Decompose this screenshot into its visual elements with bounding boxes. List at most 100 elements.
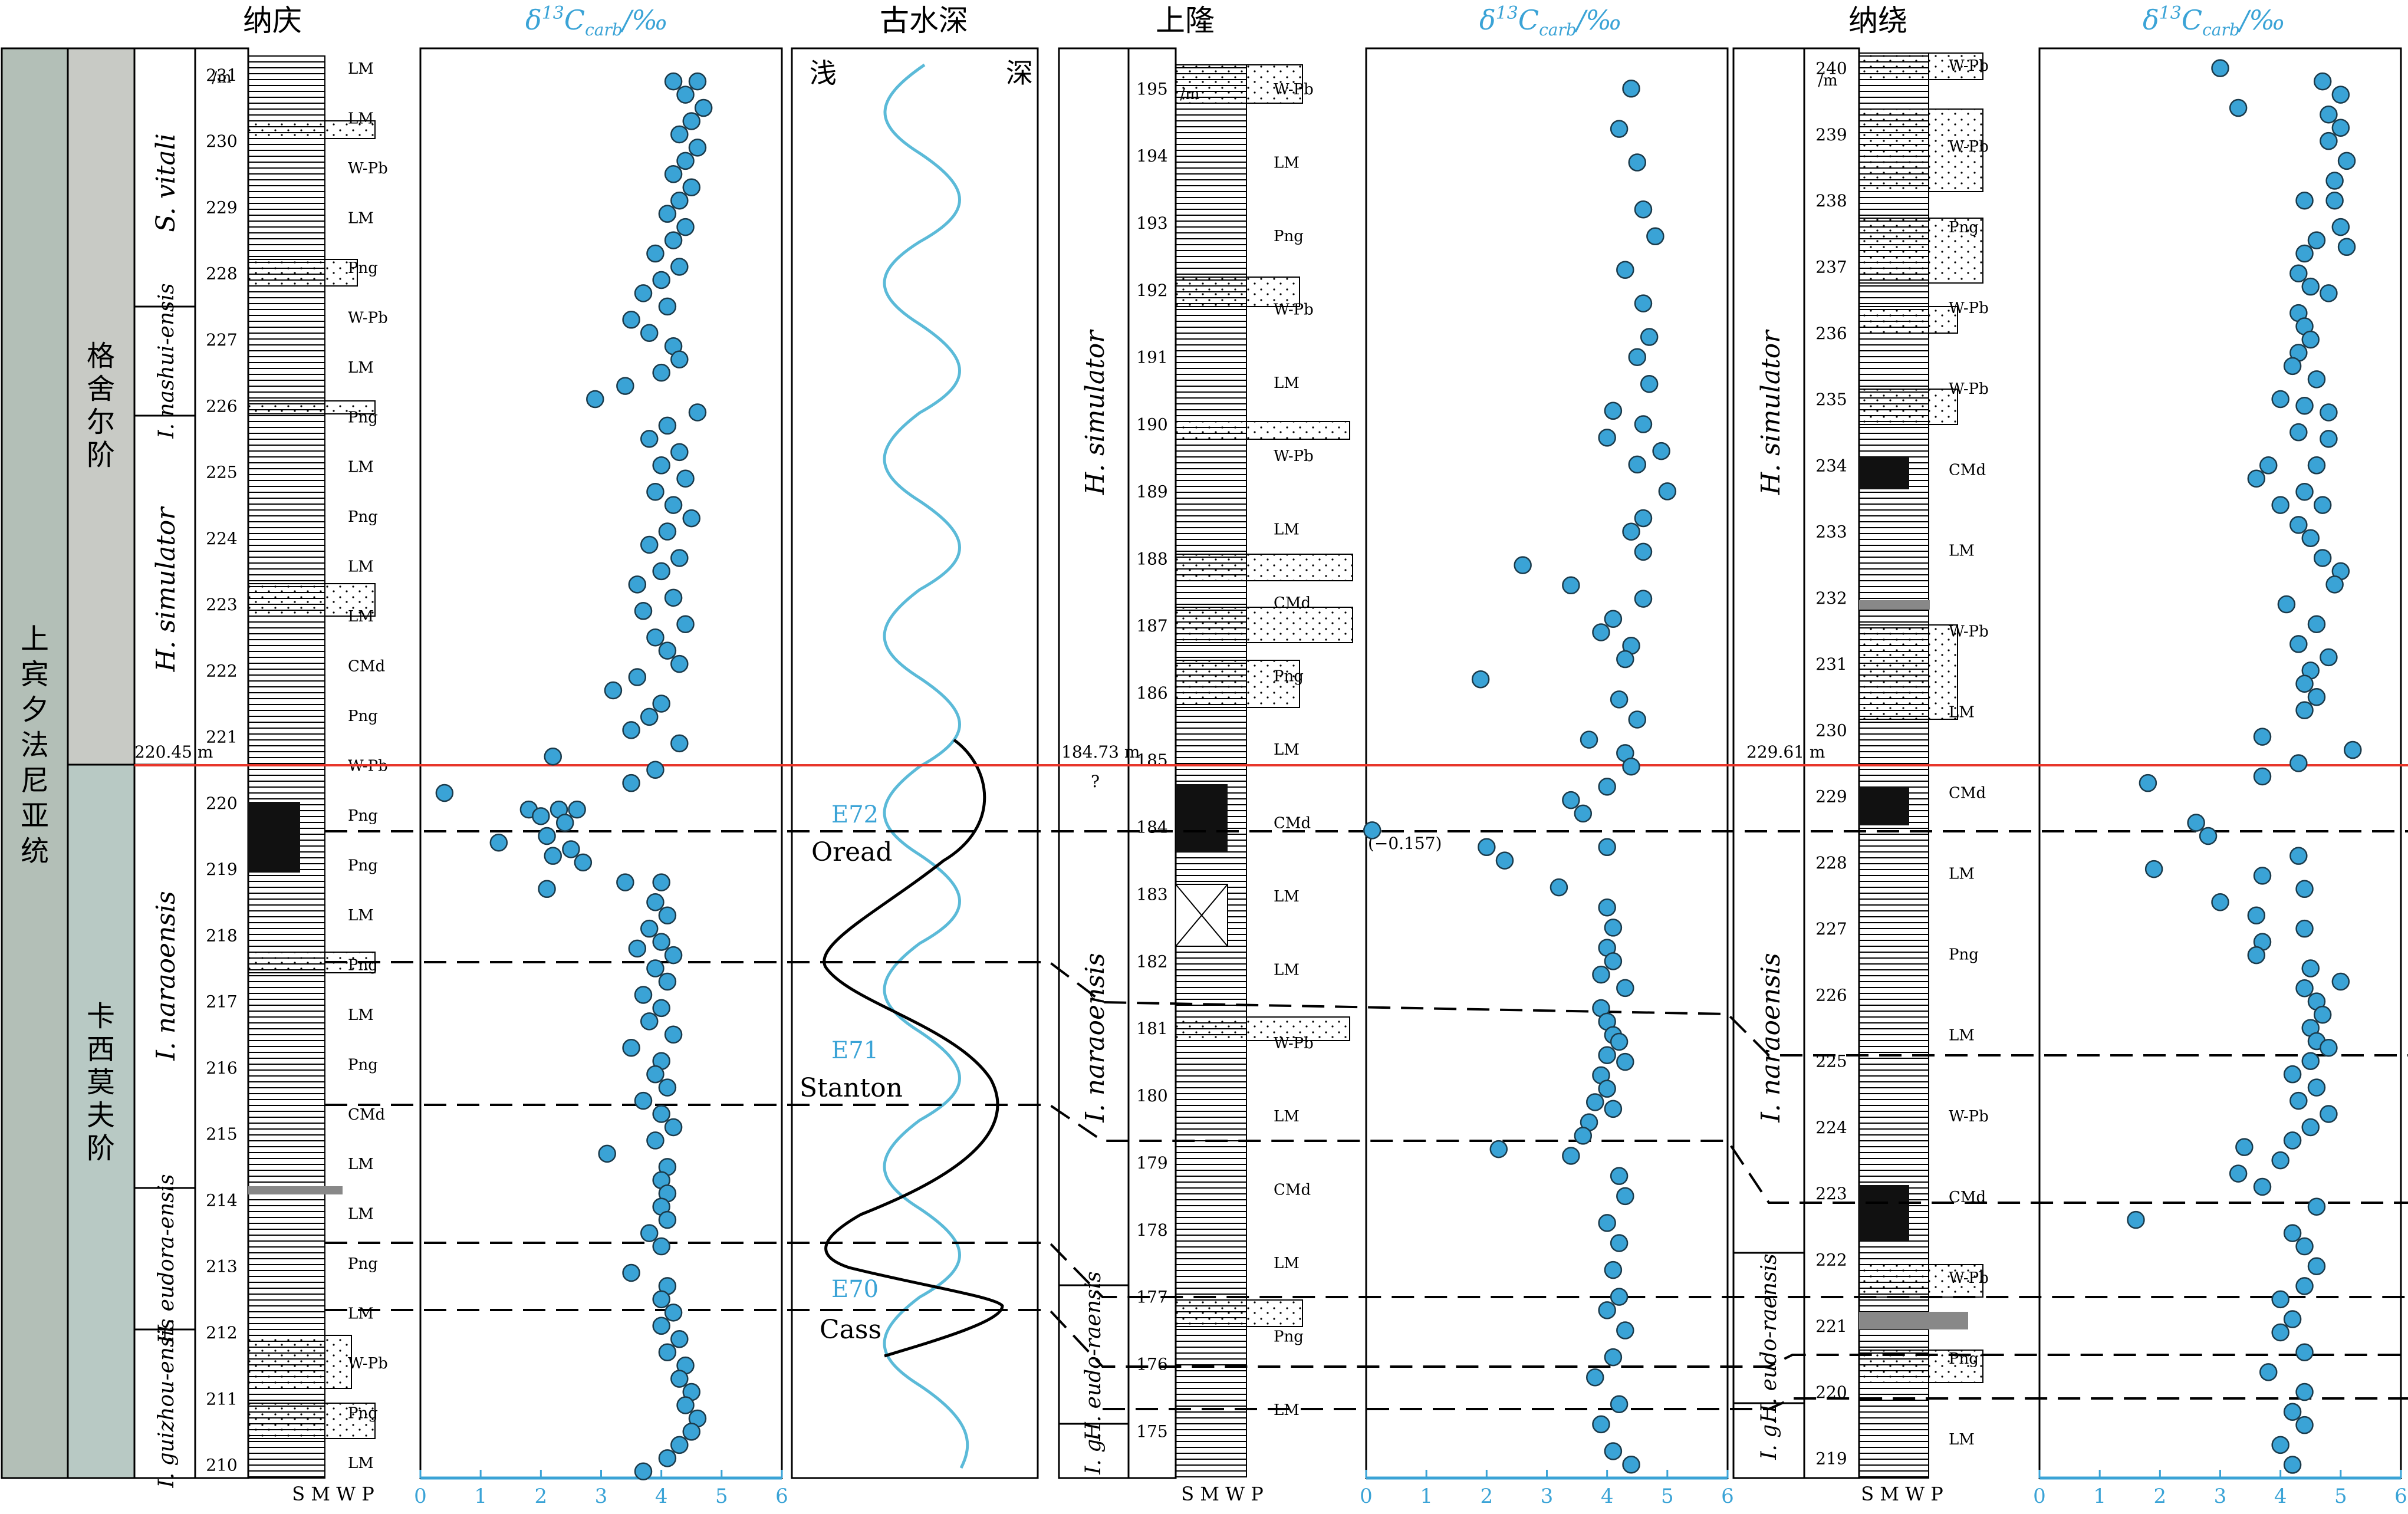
depth-tick-label: 180 (1136, 1086, 1167, 1105)
depth-tick-label: 219 (206, 860, 237, 879)
data-point (2283, 1131, 2302, 1150)
data-point (634, 1091, 653, 1110)
x-tick-label: 3 (595, 1485, 608, 1508)
data-point (2295, 482, 2314, 501)
lithology-label: Png (1949, 1350, 1979, 1368)
data-point (2301, 529, 2320, 548)
depth-tick-label: 228 (1815, 853, 1847, 873)
depth-tick-label: 179 (1136, 1153, 1167, 1173)
data-point (664, 946, 683, 965)
shanglong-zone-column (1058, 47, 1130, 1479)
boundary-label-narao: 229.61 m (1746, 742, 1825, 762)
outlier-label: (−0.157) (1368, 834, 1442, 853)
data-point (538, 880, 556, 898)
x-tick-label: 4 (1601, 1485, 1614, 1508)
lithology-label: W-Pb (1949, 1108, 1989, 1125)
lithology-label: LM (1949, 865, 1975, 883)
cyclothem-e71-name: Stanton (800, 1073, 903, 1103)
data-point (2307, 615, 2326, 633)
data-point (2289, 635, 2308, 653)
data-point (1604, 1442, 1623, 1460)
data-point (1628, 153, 1646, 172)
data-point (664, 496, 683, 514)
lithology-label: LM (1949, 1431, 1975, 1449)
data-point (1598, 1046, 1616, 1064)
data-point (646, 244, 664, 263)
data-point (1574, 804, 1593, 823)
lithology-label: LM (348, 907, 374, 924)
data-point (670, 549, 689, 567)
data-point (2307, 231, 2326, 249)
data-point (628, 939, 647, 958)
data-point (1640, 328, 1659, 346)
narao-grain-bed (1858, 52, 1983, 80)
data-point (2247, 946, 2266, 965)
header-d13c-3: δ13Ccarb/‰ (2143, 3, 2285, 40)
data-point (2259, 1363, 2278, 1381)
zone-s-vitali: S. vitali (151, 133, 181, 232)
data-point (2271, 390, 2289, 409)
x-tick-label: 1 (1420, 1485, 1433, 1508)
data-point (2307, 1257, 2326, 1275)
data-point (2295, 701, 2314, 719)
data-point (1622, 757, 1640, 776)
data-point (2295, 1416, 2314, 1434)
depth-tick-label: 235 (1815, 390, 1847, 409)
data-point (664, 1118, 683, 1137)
data-point (652, 562, 670, 581)
data-point (2277, 595, 2296, 614)
data-point (2283, 357, 2302, 376)
depth-tick-label: 183 (1136, 885, 1167, 904)
data-point (646, 893, 664, 911)
lithology-label: W-Pb (1274, 1035, 1314, 1052)
data-point (652, 456, 670, 475)
lithology-label: LM (348, 1006, 374, 1024)
data-point (586, 390, 604, 409)
lithology-label: LM (1949, 542, 1975, 559)
shanglong-grain-bed (1175, 554, 1353, 581)
data-point (598, 1144, 616, 1163)
data-point (1604, 1348, 1623, 1367)
depth-tick-label: 210 (206, 1456, 237, 1475)
lithology-label: Png (348, 956, 378, 974)
data-point (2289, 516, 2308, 534)
data-point (676, 85, 695, 104)
data-point (2313, 72, 2332, 91)
data-point (2307, 1078, 2326, 1097)
cyclothem-e71-code: E71 (831, 1037, 879, 1064)
data-point (2295, 1237, 2314, 1256)
lithology-label: Png (348, 707, 378, 725)
naqing-texture-axis: S M W P (292, 1483, 374, 1505)
depth-tick-label: 187 (1136, 616, 1167, 636)
data-point (1634, 415, 1653, 433)
shanglong-depth-ticks: 1751761771781791801811821831841851861871… (1136, 79, 1167, 1441)
depth-tick-label: 189 (1136, 482, 1167, 501)
data-point (1634, 590, 1653, 608)
shanglong-grain-bed (1175, 1299, 1303, 1327)
shanglong-lithology-labels: W-Pb LM Png W-Pb LM W-Pb LM CMd Png LM CMd LM LM W-Pb… (1274, 81, 1314, 1419)
stage-upper-label: 格舍尔阶 (87, 340, 115, 472)
narao-grey-bed (1859, 600, 1930, 610)
data-point (2307, 687, 2326, 706)
data-point (664, 588, 683, 607)
data-point (2289, 264, 2308, 282)
x-tick-label: 0 (2033, 1485, 2046, 1508)
data-point (1628, 455, 1646, 474)
lithology-label: W-Pb (348, 160, 388, 177)
depth-tick-label: 231 (206, 65, 237, 85)
data-point (658, 416, 677, 435)
data-point (652, 271, 670, 289)
data-point (676, 615, 695, 633)
data-point (1592, 965, 1610, 984)
data-point (646, 628, 664, 647)
depth-tick-label: 224 (206, 529, 237, 548)
data-point (2289, 423, 2308, 442)
data-point (1598, 898, 1616, 917)
data-point (652, 1290, 670, 1309)
data-point (2320, 284, 2338, 302)
data-point (1622, 1455, 1640, 1474)
data-point (1610, 1167, 1629, 1185)
data-point (634, 1462, 653, 1481)
data-point (664, 231, 683, 249)
